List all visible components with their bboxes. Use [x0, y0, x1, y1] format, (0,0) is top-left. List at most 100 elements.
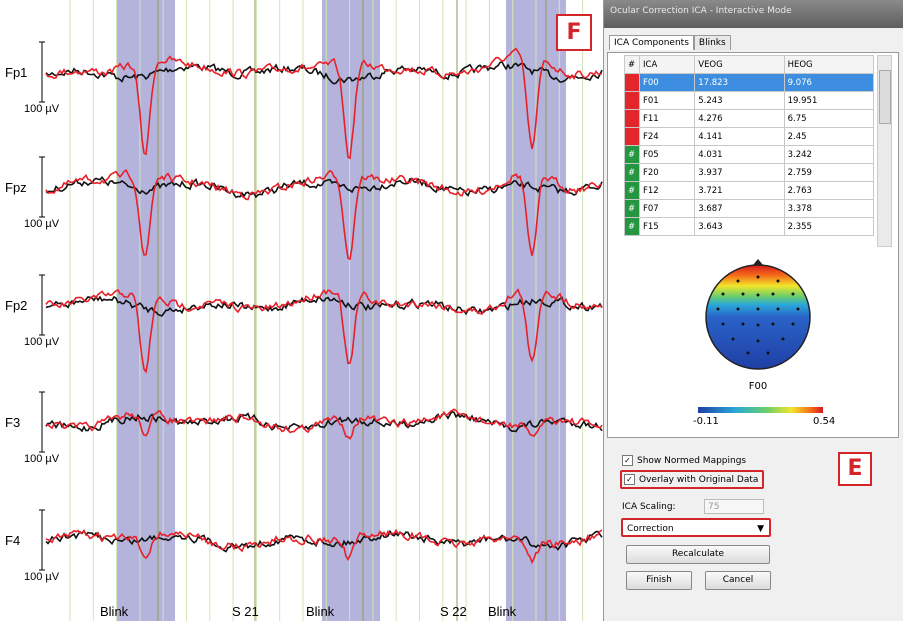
status-cell	[624, 91, 640, 110]
component-row[interactable]: F00 17.823 9.076	[624, 73, 875, 92]
electrode	[756, 339, 760, 343]
electrode	[756, 323, 760, 327]
scale-bar	[39, 391, 45, 453]
cell: 4.276	[694, 109, 785, 128]
electrode	[756, 307, 760, 311]
cell: 2.763	[783, 181, 875, 200]
marker-label: S 21	[232, 604, 259, 619]
component-row[interactable]: # F05 4.031 3.242	[624, 145, 875, 164]
component-row[interactable]: F11 4.276 6.75	[624, 109, 875, 128]
eeg-trace-corrected	[45, 528, 603, 565]
scale-label: 100 µV	[24, 336, 60, 348]
scale-bar	[39, 509, 45, 571]
scroll-thumb[interactable]	[879, 70, 891, 124]
electrode	[746, 351, 750, 355]
electrode	[756, 275, 760, 279]
scale-bar	[39, 156, 45, 218]
cell: F05	[638, 145, 696, 164]
component-row[interactable]: F24 4.141 2.45	[624, 127, 875, 146]
eeg-trace-corrected	[45, 288, 603, 374]
option[interactable]: ✓ Show Normed Mappings	[622, 455, 746, 466]
colorbar-max: 0.54	[813, 416, 835, 427]
electrodes	[716, 275, 800, 355]
status-cell	[624, 73, 640, 92]
colorbar	[698, 407, 823, 413]
status-cell: #	[624, 181, 640, 200]
eeg-trace-original	[45, 410, 603, 433]
electrode	[721, 292, 725, 296]
cell: F01	[638, 91, 696, 110]
electrode	[791, 322, 795, 326]
cell: 6.75	[783, 109, 875, 128]
topomap-area: F00 -0.11 0.54	[693, 259, 835, 427]
status-cell: #	[624, 145, 640, 164]
channel-name: F4	[5, 533, 20, 548]
cell: F15	[638, 217, 696, 236]
electrode	[766, 351, 770, 355]
electrode	[771, 292, 775, 296]
component-row[interactable]: # F15 3.643 2.355	[624, 217, 875, 236]
scale-label: 100 µV	[24, 453, 60, 465]
marker-label: Blink	[306, 604, 335, 619]
cell: 5.243	[694, 91, 785, 110]
figure-label: E	[838, 452, 872, 486]
scrollbar[interactable]	[877, 55, 892, 247]
nose	[753, 259, 763, 265]
ica-panel: Ocular Correction ICA - Interactive Mode…	[603, 0, 903, 621]
cell: 3.937	[694, 163, 785, 182]
component-row[interactable]: # F12 3.721 2.763	[624, 181, 875, 200]
scale-bar	[39, 274, 45, 336]
electrode	[741, 292, 745, 296]
channel-name: Fpz	[5, 180, 27, 195]
head-map	[705, 264, 811, 370]
button[interactable]: Recalculate	[626, 545, 770, 564]
channel-name: Fp1	[5, 65, 27, 80]
figure-label: F	[556, 14, 592, 51]
eeg-trace-corrected	[45, 169, 603, 261]
cell: F20	[638, 163, 696, 182]
scale-bar	[39, 41, 45, 103]
tab[interactable]: Blinks	[693, 35, 731, 50]
electrode	[796, 307, 800, 311]
cell: F07	[638, 199, 696, 218]
component-row[interactable]: # F20 3.937 2.759	[624, 163, 875, 182]
cell: 4.031	[694, 145, 785, 164]
cell: 3.378	[783, 199, 875, 218]
map-label: F00	[749, 381, 767, 392]
option-label: Overlay with Original Data	[639, 474, 759, 485]
scale-label: 100 µV	[24, 103, 60, 115]
marker-label: S 22	[440, 604, 467, 619]
cell: 3.721	[694, 181, 785, 200]
electrode	[716, 307, 720, 311]
header-row: # ICA VEOG HEOG	[624, 55, 875, 74]
scaling-label: ICA Scaling:	[622, 502, 676, 512]
mode-value: Correction	[627, 524, 674, 534]
cell: 4.141	[694, 127, 785, 146]
electrode	[741, 322, 745, 326]
scaling-input[interactable]: 75	[704, 499, 764, 514]
component-row[interactable]: # F07 3.687 3.378	[624, 199, 875, 218]
channel-name: F3	[5, 415, 20, 430]
blink-region	[322, 0, 380, 621]
marker-label: Blink	[488, 604, 517, 619]
electrode	[756, 293, 760, 297]
column-header[interactable]: VEOG	[694, 55, 785, 74]
eeg-trace-corrected	[45, 408, 603, 440]
electrode	[776, 279, 780, 283]
electrode	[736, 279, 740, 283]
column-header[interactable]: HEOG	[783, 55, 875, 74]
status-cell	[624, 109, 640, 128]
mode-dropdown[interactable]: Correction ▼	[621, 518, 771, 537]
column-header[interactable]: ICA	[638, 55, 696, 74]
cell: 19.951	[783, 91, 875, 110]
tab[interactable]: ICA Components	[609, 35, 694, 50]
column-header[interactable]: #	[624, 55, 640, 74]
button[interactable]: Finish	[626, 571, 692, 590]
option[interactable]: ✓ Overlay with Original Data	[620, 470, 765, 489]
cell: F12	[638, 181, 696, 200]
component-row[interactable]: F01 5.243 19.951	[624, 91, 875, 110]
button[interactable]: Cancel	[705, 571, 771, 590]
marker-label: Blink	[100, 604, 129, 619]
component-table: # ICA VEOG HEOG F00 17.823 9.076 F01 5.243 19.951…	[624, 55, 875, 236]
electrode	[771, 322, 775, 326]
